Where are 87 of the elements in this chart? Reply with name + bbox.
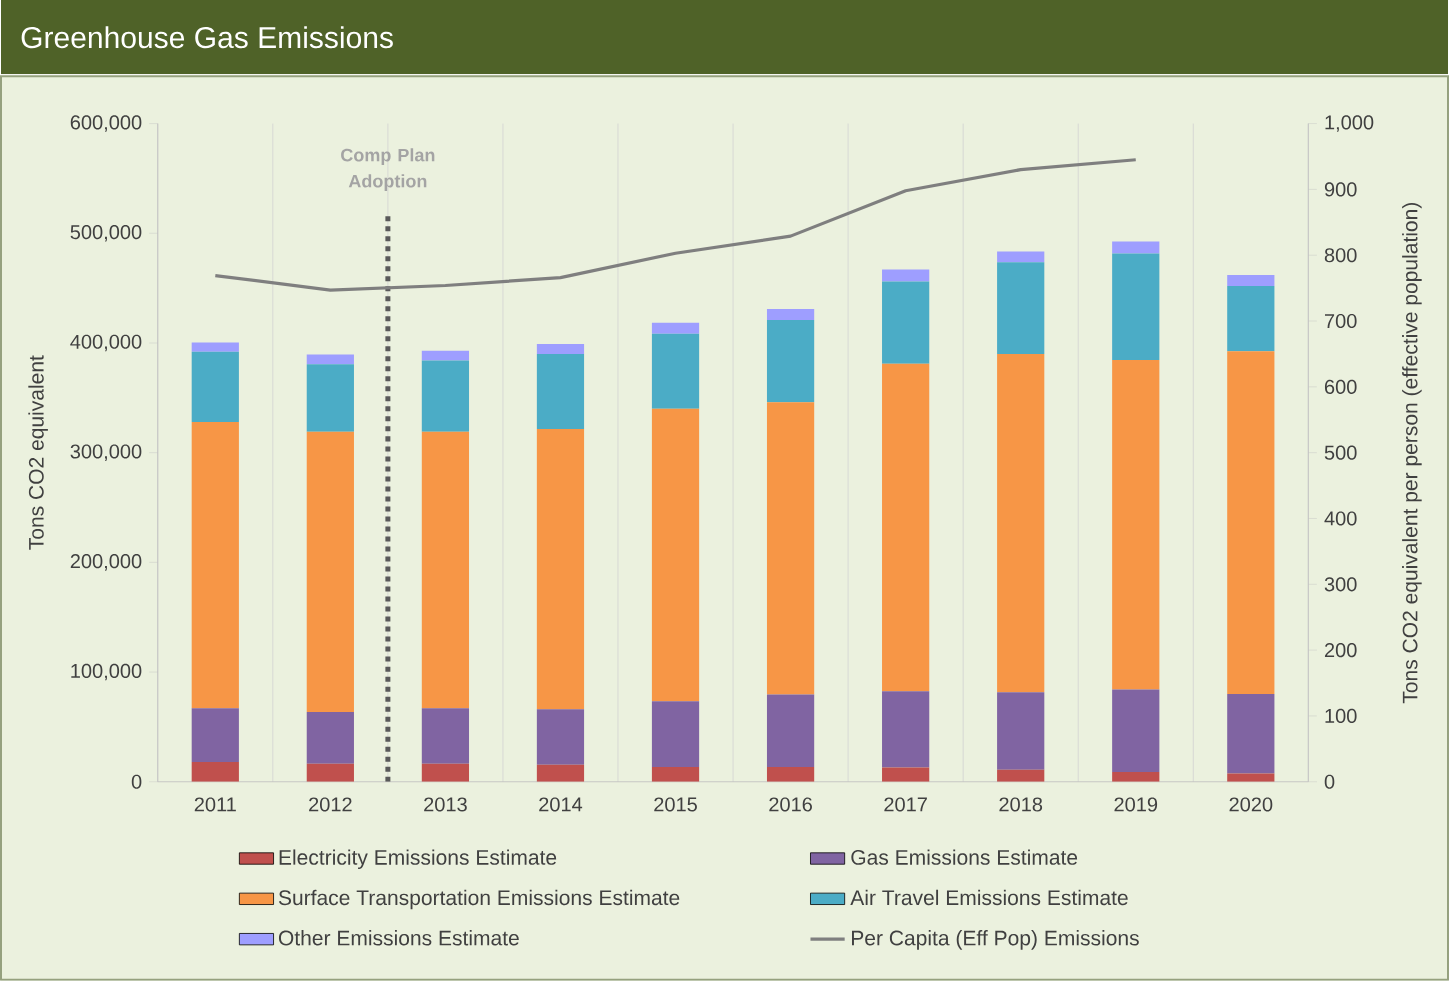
bar bbox=[306, 431, 354, 713]
y-tick-label: 600,000 bbox=[70, 115, 142, 133]
bar bbox=[536, 709, 585, 765]
bar bbox=[1112, 241, 1160, 254]
bar bbox=[651, 701, 700, 768]
bar bbox=[882, 363, 930, 692]
bar bbox=[882, 691, 930, 768]
legend-label: Surface Transportation Emissions Estimate bbox=[278, 889, 680, 910]
x-tick-label: 2020 bbox=[1229, 797, 1273, 812]
chart-title: Greenhouse Gas Emissions bbox=[21, 26, 393, 49]
bar bbox=[1112, 689, 1160, 773]
legend-label: Air Travel Emissions Estimate bbox=[850, 889, 1128, 906]
bar bbox=[766, 320, 815, 403]
legend-label: Electricity Emissions Estimate bbox=[279, 849, 557, 870]
bar bbox=[536, 764, 585, 782]
legend-label: Gas Emissions Estimate bbox=[851, 849, 1078, 865]
x-tick-label: 2015 bbox=[654, 797, 697, 812]
bar bbox=[1112, 360, 1160, 690]
x-tick-label: 2017 bbox=[884, 797, 927, 812]
bar bbox=[306, 712, 354, 764]
bar bbox=[766, 309, 815, 321]
y-tick-label: 400,000 bbox=[70, 334, 142, 352]
bar bbox=[882, 281, 930, 364]
y2-tick-label: 500 bbox=[1324, 445, 1357, 460]
bar bbox=[882, 767, 930, 782]
bar bbox=[191, 762, 239, 782]
bar bbox=[766, 767, 815, 782]
y2-tick-label: 200 bbox=[1324, 643, 1357, 658]
x-tick-label: 2019 bbox=[1114, 797, 1158, 812]
bar bbox=[1112, 772, 1160, 782]
x-tick-label: 2011 bbox=[194, 797, 236, 812]
bar bbox=[766, 402, 815, 695]
y2-tick-label: 0 bbox=[1324, 774, 1335, 789]
y2-tick-label: 900 bbox=[1324, 182, 1357, 197]
x-tick-label: 2013 bbox=[424, 797, 467, 812]
bar bbox=[191, 422, 239, 709]
bar bbox=[651, 408, 700, 702]
y-tick-label: 200,000 bbox=[70, 554, 142, 571]
bar bbox=[306, 364, 354, 432]
bar bbox=[536, 344, 585, 355]
x-tick-label: 2014 bbox=[539, 797, 583, 812]
y-axis-title: Tons CO2 equivalent bbox=[28, 355, 48, 550]
bar bbox=[1112, 253, 1160, 361]
bar bbox=[766, 694, 815, 768]
bar bbox=[882, 269, 930, 282]
bar bbox=[191, 342, 239, 352]
bar bbox=[1227, 286, 1275, 352]
ref-line-label: Comp Plan Adoption bbox=[341, 148, 435, 192]
bar bbox=[536, 429, 585, 710]
bar bbox=[421, 763, 470, 782]
y-tick-label: 0 bbox=[131, 774, 142, 789]
legend-label: Other Emissions Estimate bbox=[278, 930, 519, 946]
bar bbox=[421, 431, 470, 709]
bar bbox=[421, 708, 470, 764]
bar bbox=[997, 262, 1045, 355]
y2-tick-label: 100 bbox=[1325, 709, 1357, 724]
bar bbox=[997, 692, 1045, 770]
x-tick-label: 2018 bbox=[999, 797, 1043, 812]
y-tick-label: 300,000 bbox=[70, 444, 142, 462]
legend-label: Per Capita (Eff Pop) Emissions bbox=[852, 930, 1139, 950]
bar bbox=[421, 360, 470, 432]
x-tick-label: 2016 bbox=[769, 797, 812, 812]
y2-tick-label: 300 bbox=[1324, 577, 1357, 592]
bar bbox=[1227, 694, 1275, 774]
bar bbox=[651, 333, 700, 409]
bar bbox=[1227, 351, 1275, 695]
bar bbox=[1227, 275, 1275, 287]
bar bbox=[997, 354, 1045, 693]
bar bbox=[191, 351, 239, 423]
y2-tick-label: 600 bbox=[1324, 379, 1357, 395]
bar bbox=[651, 767, 700, 782]
y-tick-label: 500,000 bbox=[70, 225, 142, 242]
y2-tick-label: 800 bbox=[1324, 248, 1357, 263]
bar bbox=[191, 708, 239, 763]
bar bbox=[421, 350, 470, 361]
y2-axis-title: Tons CO2 equivalent per person (effective population) bbox=[1402, 203, 1422, 704]
bar bbox=[997, 769, 1045, 782]
y2-tick-label: 400 bbox=[1324, 511, 1357, 526]
x-tick-label: 2012 bbox=[309, 797, 352, 812]
bar bbox=[306, 763, 354, 782]
bar bbox=[536, 354, 585, 430]
y2-tick-label: 1,000 bbox=[1325, 115, 1374, 132]
y-tick-label: 100,000 bbox=[71, 663, 142, 681]
bar bbox=[651, 322, 700, 334]
bar bbox=[306, 354, 354, 365]
bar bbox=[997, 251, 1045, 263]
y2-tick-label: 700 bbox=[1324, 314, 1357, 329]
